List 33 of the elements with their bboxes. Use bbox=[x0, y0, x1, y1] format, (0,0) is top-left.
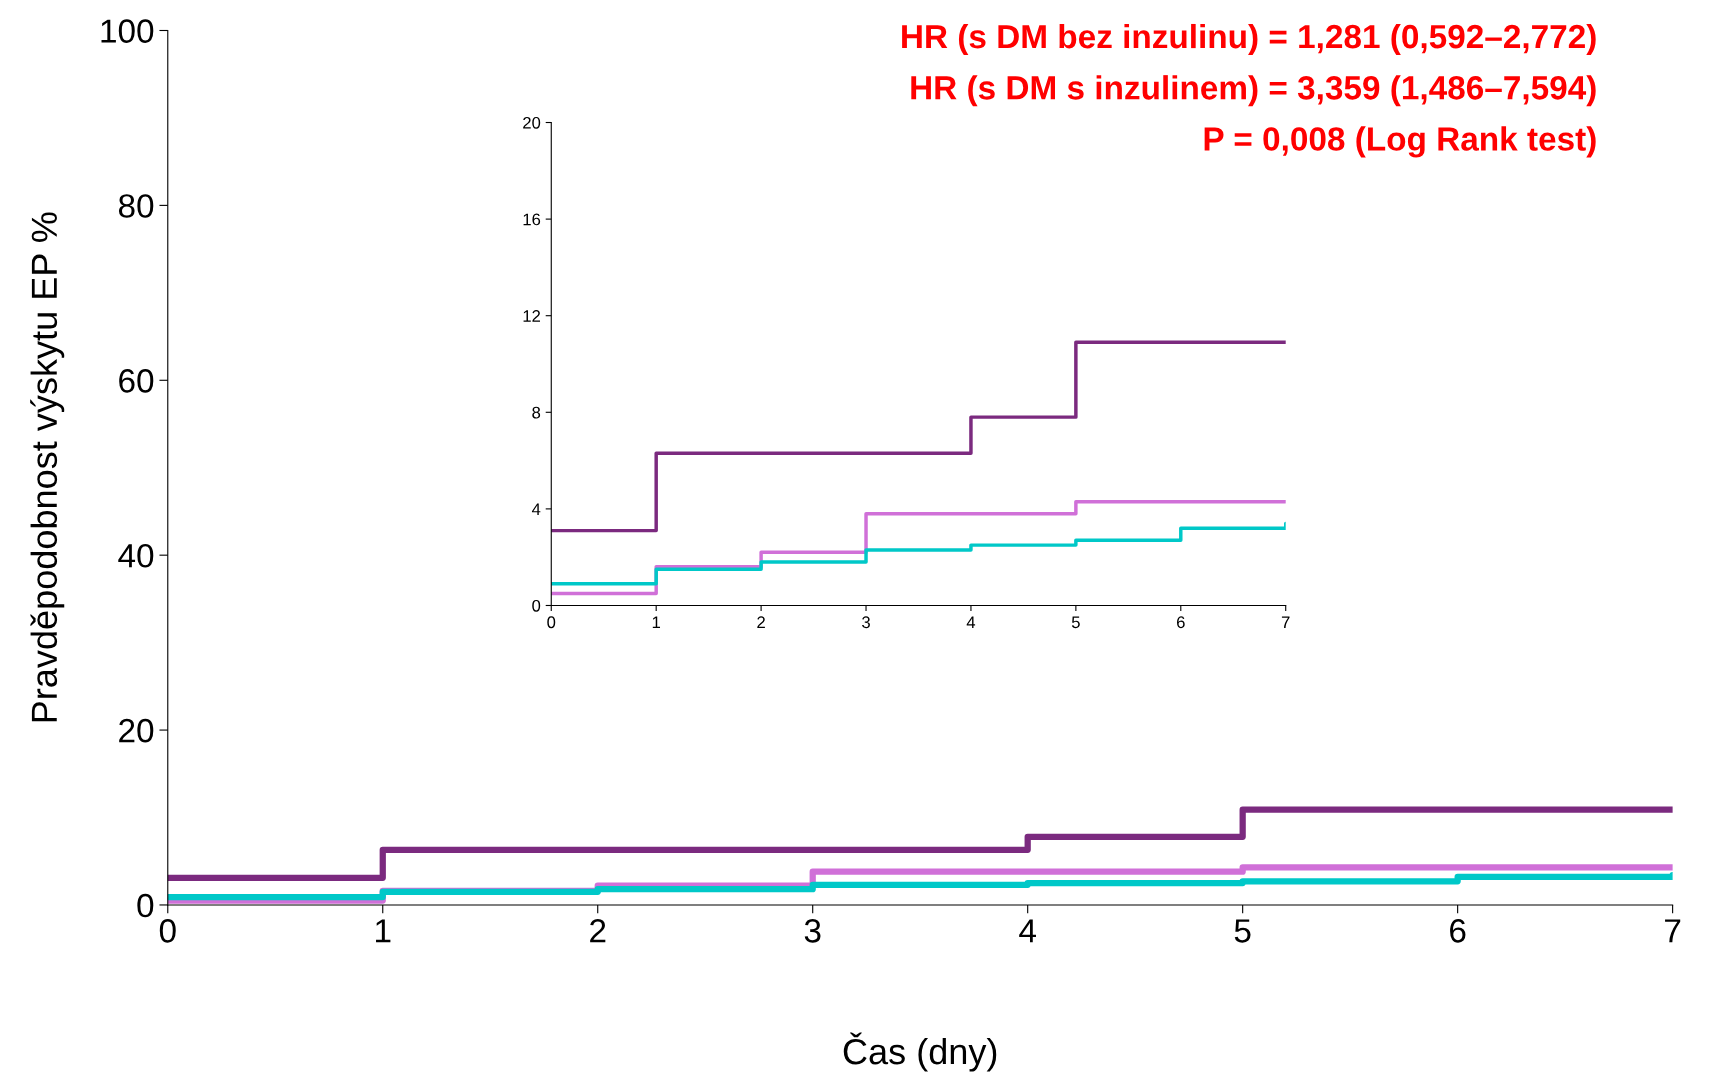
x-tick-label: 3 bbox=[862, 616, 870, 629]
x-tick-label: 4 bbox=[966, 616, 976, 628]
y-tick-label: 20 bbox=[523, 116, 541, 129]
x-tick-label: 6 bbox=[1450, 919, 1466, 943]
y-tick-label: 8 bbox=[532, 406, 541, 419]
x-tick-label: 5 bbox=[1071, 616, 1080, 629]
x-tick-label: 1 bbox=[376, 919, 391, 943]
x-tick-label: 0 bbox=[159, 919, 176, 943]
x-tick-label: 0 bbox=[547, 616, 556, 629]
y-tick-label: 20 bbox=[119, 718, 154, 743]
y-tick-label: 80 bbox=[118, 194, 154, 218]
x-tick-label: 2 bbox=[757, 616, 765, 628]
annotation: HR (s DM s inzulinem) = 3,359 (1,486–7,594) bbox=[911, 75, 1596, 107]
y-tick-label: 100 bbox=[101, 19, 154, 43]
y-tick-label: 16 bbox=[523, 213, 541, 226]
y-tick-label: 40 bbox=[118, 543, 154, 568]
x-tick-label: 2 bbox=[590, 919, 606, 943]
annotation: HR (s DM bez inzulinu) = 1,281 (0,592–2,772) bbox=[902, 23, 1596, 56]
x-tick-label: 5 bbox=[1234, 919, 1251, 943]
y-axis-title: Pravděpodobnost výskytu EP % bbox=[30, 212, 65, 722]
x-tick-label: 1 bbox=[652, 616, 661, 628]
x-tick-label: 7 bbox=[1281, 616, 1290, 628]
y-tick-label: 0 bbox=[137, 893, 154, 918]
x-tick-label: 7 bbox=[1665, 919, 1681, 943]
annotation: P = 0,008 (Log Rank test) bbox=[1204, 126, 1596, 158]
y-tick-label: 4 bbox=[531, 503, 541, 515]
y-tick-label: 60 bbox=[119, 369, 154, 393]
x-tick-label: 6 bbox=[1177, 616, 1185, 629]
x-tick-label: 3 bbox=[804, 919, 821, 943]
y-tick-label: 0 bbox=[532, 599, 541, 612]
x-tick-label: 4 bbox=[1019, 919, 1036, 943]
y-tick-label: 12 bbox=[523, 310, 541, 322]
x-axis-title: Čas (dny) bbox=[843, 1032, 997, 1072]
